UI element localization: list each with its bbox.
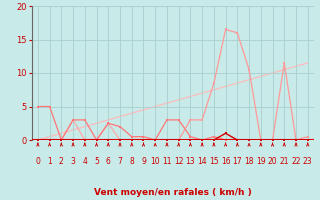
X-axis label: Vent moyen/en rafales ( km/h ): Vent moyen/en rafales ( km/h ) <box>94 188 252 197</box>
